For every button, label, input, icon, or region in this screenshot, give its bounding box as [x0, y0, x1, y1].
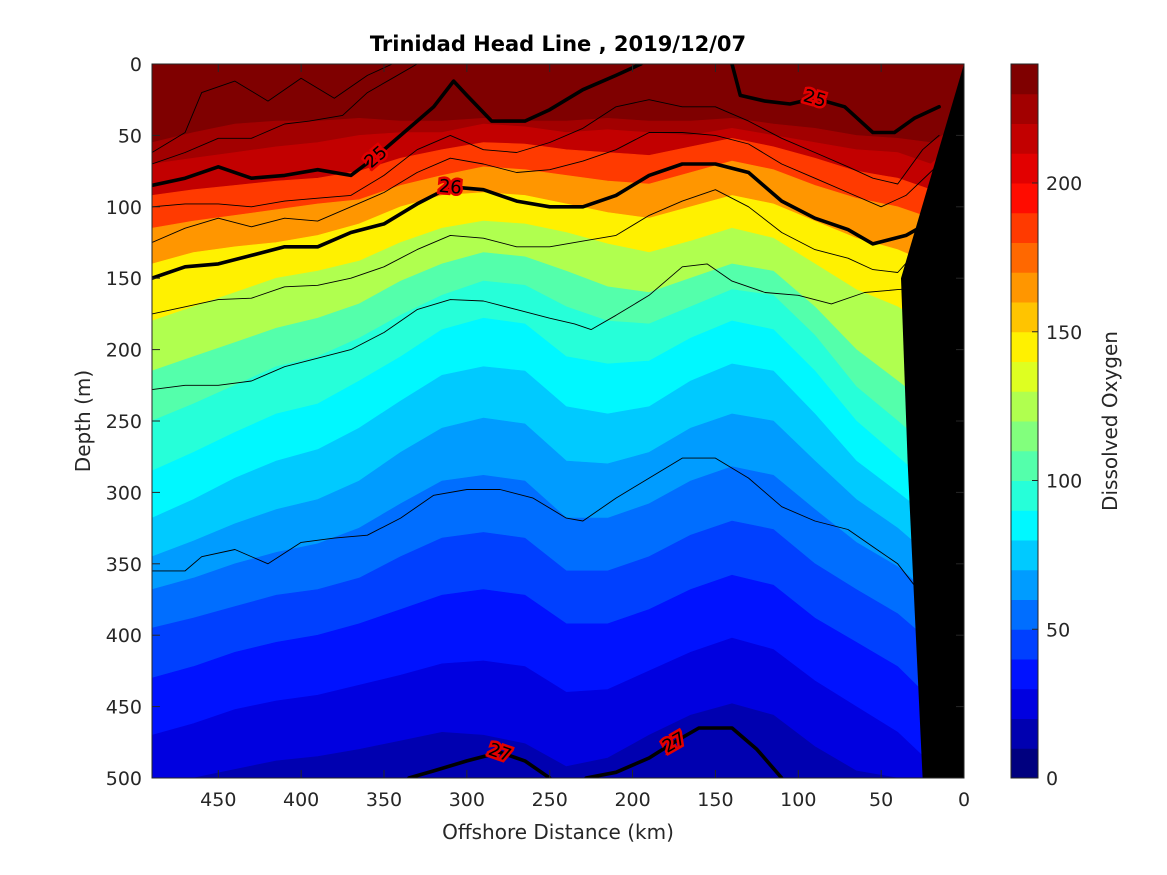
colorbar-tick-label: 100 [1046, 471, 1082, 493]
colorbar [1011, 64, 1038, 778]
x-axis-label: Offshore Distance (km) [442, 820, 674, 844]
density-contours [152, 64, 946, 778]
x-tick-label: 300 [449, 789, 485, 811]
colorbar-tick-label: 0 [1046, 768, 1058, 790]
y-tick-label: 500 [106, 768, 142, 790]
y-tick-label: 150 [106, 268, 142, 290]
colorbar-swatch [1011, 748, 1038, 778]
colorbar-swatch [1011, 688, 1038, 719]
x-tick-label: 350 [366, 789, 402, 811]
density-contour-line-bold [152, 162, 946, 281]
colorbar-swatch [1011, 629, 1038, 660]
density-contour-line-bold [584, 726, 784, 778]
colorbar-swatch [1011, 391, 1038, 422]
density-contour-line-bold [152, 64, 643, 188]
x-tick-label: 200 [614, 789, 650, 811]
density-contour-line [152, 99, 940, 208]
x-tick-label: 100 [780, 789, 816, 811]
plot-area [152, 64, 964, 778]
colorbar-swatch [1011, 569, 1038, 600]
density-contour-line-bold [730, 64, 941, 135]
x-tick-label: 400 [283, 789, 319, 811]
y-tick-label: 300 [106, 482, 142, 504]
density-contour-line [152, 132, 940, 243]
chart-title: Trinidad Head Line , 2019/12/07 [370, 32, 746, 56]
oxygen-field [152, 117, 964, 778]
colorbar-swatch [1011, 64, 1038, 95]
density-contour-line [152, 457, 915, 586]
y-tick-label: 450 [106, 697, 142, 719]
oxygen-band-20 [152, 703, 964, 778]
x-tick-label: 0 [958, 789, 970, 811]
seafloor-terrain [901, 64, 964, 778]
y-axis-label: Depth (m) [71, 370, 95, 472]
colorbar-swatch [1011, 480, 1038, 511]
colorbar-swatch [1011, 331, 1038, 362]
density-contour-line [152, 263, 940, 391]
colorbar-tick-label: 50 [1046, 619, 1070, 641]
y-tick-label: 0 [130, 54, 142, 76]
x-tick-label: 250 [532, 789, 568, 811]
colorbar-swatch [1011, 510, 1038, 541]
density-contour-label: 26 [438, 176, 463, 199]
colorbar-swatch [1011, 93, 1038, 124]
density-contour-line [152, 64, 418, 165]
colorbar-swatch [1011, 361, 1038, 392]
y-tick-label: 50 [118, 125, 142, 147]
x-tick-label: 450 [200, 789, 236, 811]
x-tick-label: 150 [697, 789, 733, 811]
y-tick-label: 100 [106, 197, 142, 219]
colorbar-swatch [1011, 123, 1038, 154]
colorbar-swatch [1011, 212, 1038, 243]
colorbar-swatch [1011, 242, 1038, 273]
colorbar-swatch [1011, 718, 1038, 749]
colorbar-ticks: 0 50 100 150 200 [1032, 173, 1082, 790]
colorbar-swatch [1011, 450, 1038, 481]
density-contour-line-bold [407, 750, 552, 778]
density-contour-line [152, 64, 393, 153]
colorbar-swatch [1011, 659, 1038, 690]
y-tick-label: 250 [106, 411, 142, 433]
colorbar-label: Dissolved Oxygen [1098, 331, 1122, 511]
x-tick-label: 50 [869, 789, 893, 811]
density-contour-line [152, 189, 932, 315]
axes: 450 400 350 300 250 200 150 100 50 00501001502002… [106, 54, 970, 811]
y-tick-label: 350 [106, 554, 142, 576]
colorbar-swatch [1011, 302, 1038, 333]
colorbar-swatch [1011, 183, 1038, 214]
colorbar-swatch [1011, 272, 1038, 303]
colorbar-swatch [1011, 153, 1038, 184]
density-contour-label-group: 26 [435, 173, 465, 201]
colorbar-frame [1010, 63, 1039, 779]
colorbar-tick-label: 200 [1046, 173, 1082, 195]
colorbar-swatch [1011, 421, 1038, 452]
colorbar-swatch [1011, 599, 1038, 630]
y-tick-label: 400 [106, 625, 142, 647]
y-tick-label: 200 [106, 340, 142, 362]
colorbar-swatch [1011, 540, 1038, 571]
colorbar-tick-label: 150 [1046, 322, 1082, 344]
